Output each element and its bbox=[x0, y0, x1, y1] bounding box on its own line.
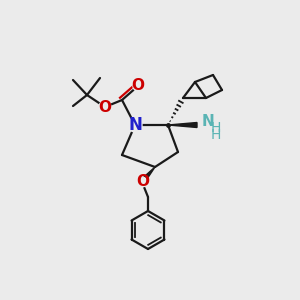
Text: N: N bbox=[128, 116, 142, 134]
Text: H: H bbox=[211, 121, 221, 135]
Circle shape bbox=[133, 81, 143, 91]
Text: O: O bbox=[136, 175, 149, 190]
Polygon shape bbox=[168, 122, 197, 128]
Polygon shape bbox=[140, 167, 155, 184]
Text: O: O bbox=[131, 77, 145, 92]
Circle shape bbox=[99, 101, 111, 113]
Circle shape bbox=[137, 177, 147, 187]
Circle shape bbox=[128, 118, 142, 132]
Text: O: O bbox=[98, 100, 112, 115]
Text: H: H bbox=[211, 128, 221, 142]
Text: N: N bbox=[202, 115, 215, 130]
